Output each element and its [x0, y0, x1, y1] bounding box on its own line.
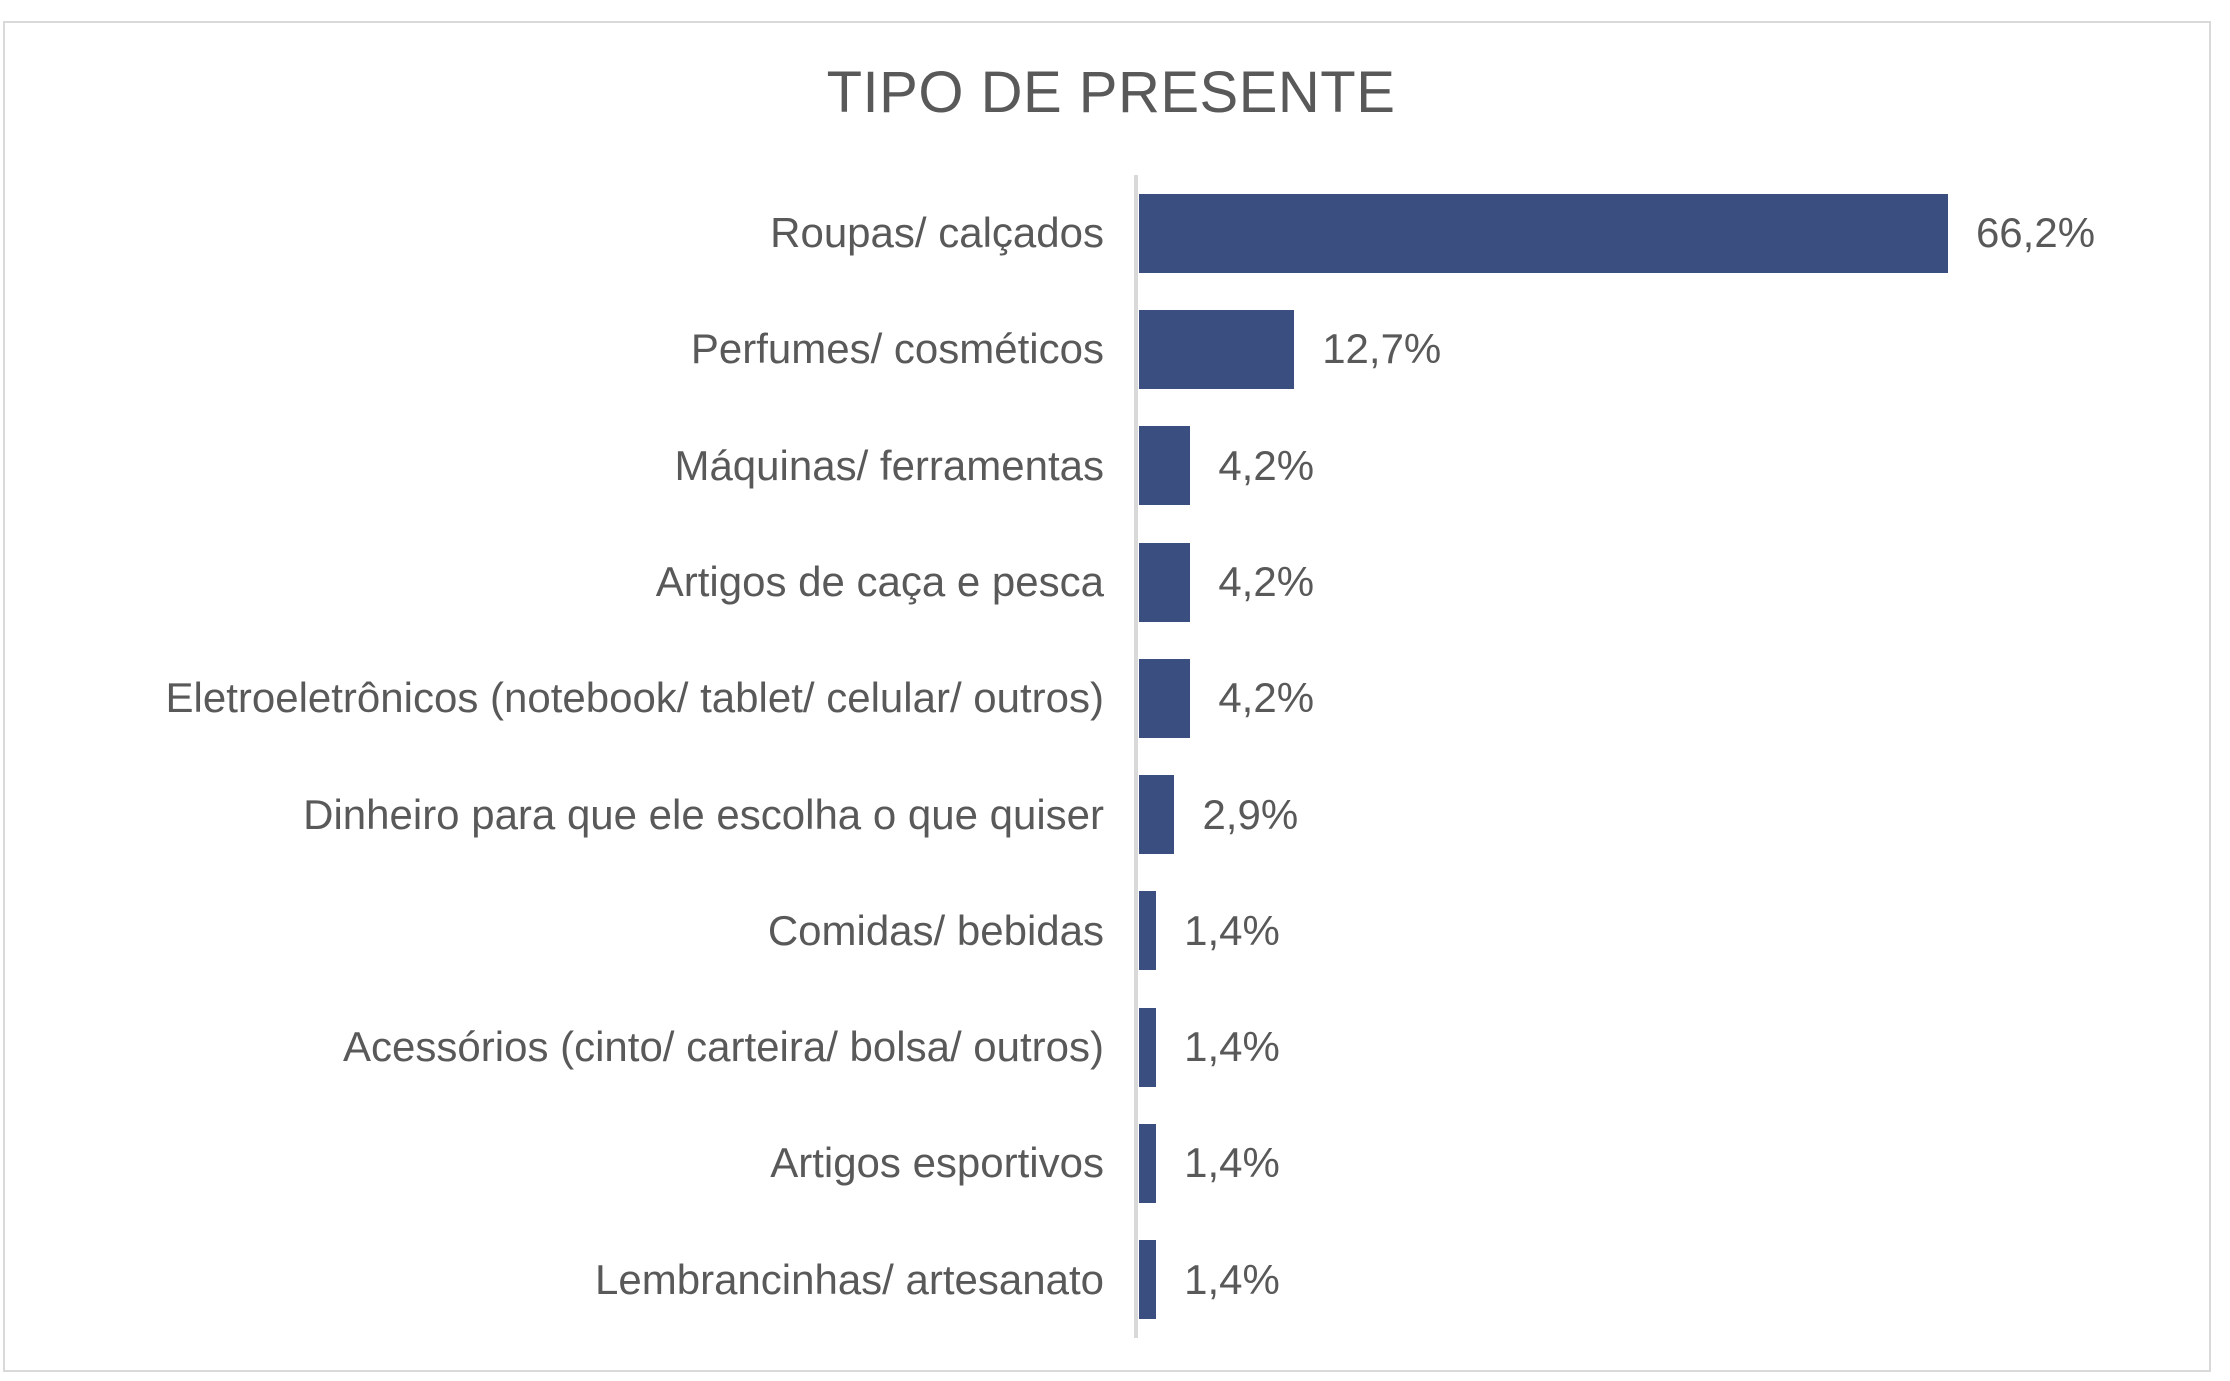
bar-row: Eletroeletrônicos (notebook/ tablet/ cel…: [0, 640, 2210, 756]
bar-row: Artigos de caça e pesca 4,2%: [0, 524, 2210, 640]
bar-row: Dinheiro para que ele escolha o que quis…: [0, 756, 2210, 872]
bar: [1139, 1124, 1157, 1204]
value-label: 4,2%: [1218, 674, 1315, 722]
value-label: 1,4%: [1184, 1255, 1280, 1303]
bar: [1139, 309, 1295, 389]
bar-row: Acessórios (cinto/ carteira/ bolsa/ outr…: [0, 989, 2210, 1105]
category-label: Artigos de caça e pesca: [655, 557, 1104, 605]
category-label: Acessórios (cinto/ carteira/ bolsa/ outr…: [343, 1023, 1104, 1071]
category-label: Artigos esportivos: [770, 1139, 1104, 1187]
category-label: Máquinas/ ferramentas: [674, 441, 1104, 489]
bar-row: Artigos esportivos 1,4%: [0, 1105, 2210, 1221]
bar: [1139, 193, 1948, 273]
bar: [1139, 658, 1191, 738]
bar: [1139, 1240, 1157, 1320]
value-label: 66,2%: [1975, 209, 2096, 257]
category-label: Roupas/ calçados: [770, 209, 1104, 257]
category-label: Eletroeletrônicos (notebook/ tablet/ cel…: [165, 674, 1105, 722]
bar: [1139, 775, 1175, 855]
category-label: Comidas/ bebidas: [767, 906, 1104, 954]
category-label: Perfumes/ cosméticos: [690, 325, 1104, 373]
bar-row: Lembrancinhas/ artesanato 1,4%: [0, 1222, 2210, 1338]
value-label: 1,4%: [1184, 1023, 1280, 1071]
category-label: Dinheiro para que ele escolha o que quis…: [303, 790, 1104, 838]
value-label: 12,7%: [1322, 325, 1442, 373]
value-label: 4,2%: [1218, 557, 1315, 605]
value-label: 4,2%: [1218, 441, 1315, 489]
bar-row: Comidas/ bebidas 1,4%: [0, 873, 2210, 989]
category-label: Lembrancinhas/ artesanato: [595, 1255, 1104, 1303]
chart-title: TIPO DE PRESENTE: [826, 60, 1396, 125]
bar: [1139, 891, 1157, 971]
y-axis-line: [1134, 175, 1138, 1338]
bar-row: Máquinas/ ferramentas 4,2%: [0, 408, 2210, 524]
bar: [1139, 1007, 1157, 1087]
bar-rows-container: Roupas/ calçados 66,2% Perfumes/ cosméti…: [0, 175, 2210, 1338]
bar-row: Roupas/ calçados 66,2%: [0, 175, 2210, 291]
bar: [1139, 542, 1191, 622]
value-label: 2,9%: [1202, 790, 1299, 838]
value-label: 1,4%: [1184, 906, 1280, 954]
value-label: 1,4%: [1184, 1139, 1280, 1187]
bar: [1139, 426, 1191, 506]
bar-row: Perfumes/ cosméticos 12,7%: [0, 291, 2210, 407]
